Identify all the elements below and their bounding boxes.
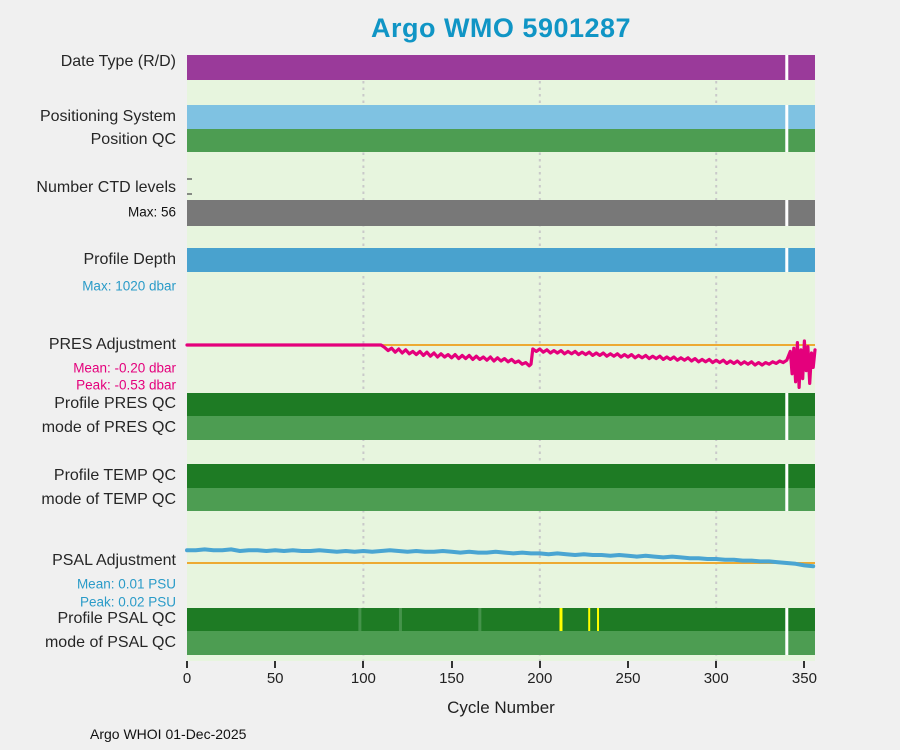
row-label: Positioning System — [39, 108, 176, 125]
row-sublabel: Peak: 0.02 PSU — [79, 594, 176, 610]
row-sublabel: Mean: 0.01 PSU — [76, 576, 176, 592]
x-tick-mark — [362, 661, 365, 668]
row-label: Number CTD levels — [36, 179, 176, 196]
row-label: Profile PSAL QC — [57, 610, 176, 627]
status-bar-flag — [358, 608, 362, 631]
status-bar — [187, 248, 815, 272]
status-bar — [187, 608, 815, 631]
x-tick-mark — [715, 661, 718, 668]
x-tick-mark — [274, 661, 277, 668]
status-bar — [187, 393, 815, 416]
footer-text: Argo WHOI 01-Dec-2025 — [90, 726, 247, 742]
row-label: Date Type (R/D) — [60, 53, 176, 70]
x-tick-mark — [803, 661, 806, 668]
adjustment-line — [185, 339, 817, 389]
row-sublabel: Max: 56 — [127, 204, 176, 220]
x-tick-label: 50 — [266, 670, 284, 687]
plot-svg — [185, 55, 817, 661]
missing-cycle-gap — [785, 200, 789, 226]
x-tick-label: 100 — [350, 670, 376, 687]
row-label: Profile TEMP QC — [53, 467, 176, 484]
x-tick-mark — [186, 661, 188, 668]
status-bar — [187, 416, 815, 440]
status-bar — [187, 105, 815, 129]
status-bar-flag — [398, 608, 402, 631]
x-tick-mark — [627, 661, 629, 668]
row-label: PSAL Adjustment — [52, 552, 176, 569]
status-bar — [187, 129, 815, 152]
missing-cycle-gap — [785, 488, 789, 511]
row-label: mode of PSAL QC — [44, 634, 176, 651]
x-tick-label: 300 — [703, 670, 729, 687]
status-bar — [187, 200, 815, 226]
status-bar — [187, 464, 815, 488]
row-label: Profile PRES QC — [54, 395, 176, 412]
x-tick-label: 0 — [182, 670, 192, 687]
row-label: mode of TEMP QC — [41, 491, 176, 508]
x-tick-label: 200 — [527, 670, 553, 687]
status-bar-flag — [559, 608, 563, 631]
status-bar — [187, 55, 815, 80]
missing-cycle-gap — [785, 55, 789, 80]
x-axis-label: Cycle Number — [447, 698, 555, 717]
plot-area — [185, 55, 817, 661]
row-sublabel: Mean: -0.20 dbar — [73, 360, 176, 376]
missing-cycle-gap — [785, 416, 789, 440]
row-label: mode of PRES QC — [41, 419, 176, 436]
missing-cycle-gap — [785, 129, 789, 152]
x-tick-label: 350 — [791, 670, 817, 687]
x-tick-mark — [538, 661, 541, 668]
row-label: Profile Depth — [83, 251, 177, 268]
row-sublabel: Peak: -0.53 dbar — [76, 377, 176, 393]
missing-cycle-gap — [785, 631, 789, 655]
missing-cycle-gap — [785, 608, 789, 631]
x-tick-label: 250 — [615, 670, 641, 687]
x-tick-mark — [450, 661, 453, 668]
missing-cycle-gap — [785, 393, 789, 416]
missing-cycle-gap — [785, 248, 789, 272]
row-label: Position QC — [90, 131, 176, 148]
page-title: Argo WMO 5901287 — [370, 13, 632, 43]
row-sublabel: Max: 1020 dbar — [82, 278, 176, 294]
status-bar — [187, 631, 815, 655]
row-label: PRES Adjustment — [48, 336, 176, 353]
row-labels: Date Type (R/D) Positioning System Positio… — [0, 53, 181, 661]
missing-cycle-gap — [785, 105, 789, 129]
status-bar — [187, 488, 815, 511]
missing-cycle-gap — [785, 464, 789, 488]
status-bar-flag — [478, 608, 482, 631]
adjustment-line — [185, 547, 816, 569]
status-bar-flag — [597, 608, 600, 631]
x-tick-label: 150 — [439, 670, 465, 687]
status-bar-flag — [588, 608, 591, 631]
